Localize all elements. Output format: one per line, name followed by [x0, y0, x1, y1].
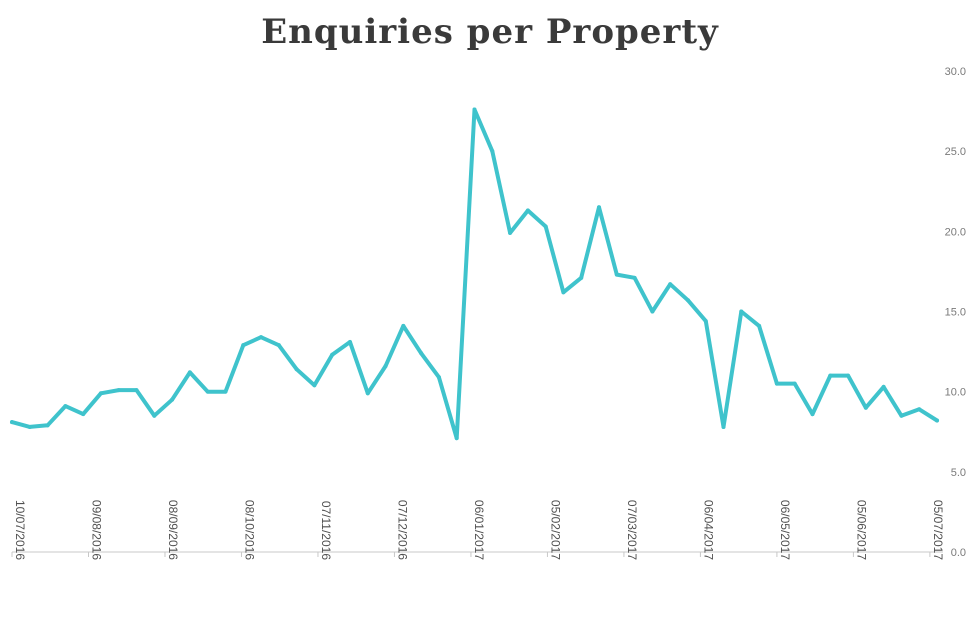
x-tick-label: 05/07/2017 — [931, 500, 945, 560]
data-point — [347, 339, 352, 344]
data-point — [863, 405, 868, 410]
data-point — [774, 381, 779, 386]
data-point — [650, 309, 655, 314]
data-point — [792, 381, 797, 386]
data-point — [454, 436, 459, 441]
y-tick-label: 5.0 — [951, 467, 966, 479]
data-point — [436, 375, 441, 380]
data-point — [757, 323, 762, 328]
data-point — [241, 343, 246, 348]
x-tick-label: 08/10/2016 — [242, 500, 256, 560]
data-point — [899, 413, 904, 418]
series-line — [10, 107, 939, 441]
data-point — [739, 309, 744, 314]
data-point — [152, 413, 157, 418]
x-tick-label: 06/05/2017 — [778, 500, 792, 560]
data-point — [614, 272, 619, 277]
data-point — [116, 388, 121, 393]
series-layer — [10, 107, 939, 441]
data-point — [294, 367, 299, 372]
data-point — [276, 343, 281, 348]
data-point — [543, 224, 548, 229]
data-point — [187, 370, 192, 375]
data-point — [917, 407, 922, 412]
y-tick-label: 20.0 — [945, 226, 966, 238]
y-tick-label: 25.0 — [945, 146, 966, 158]
data-point — [27, 424, 32, 429]
x-tick-label: 08/09/2016 — [166, 500, 180, 560]
data-point — [846, 373, 851, 378]
data-point — [632, 275, 637, 280]
data-point — [170, 397, 175, 402]
y-axis-tick-labels: 0.0 5.0 10.0 15.0 20.0 25.0 30.0 — [945, 66, 966, 559]
data-point — [98, 391, 103, 396]
x-axis-tick-labels: 10/07/2016 09/08/2016 08/09/2016 08/10/2016… — [13, 500, 945, 560]
data-point — [703, 319, 708, 324]
x-tick-label: 07/03/2017 — [625, 500, 639, 560]
data-point — [45, 423, 50, 428]
data-point — [365, 391, 370, 396]
data-point — [205, 389, 210, 394]
data-point — [259, 335, 264, 340]
x-tick-label: 05/02/2017 — [548, 500, 562, 560]
y-tick-label: 10.0 — [945, 387, 966, 399]
data-point — [330, 352, 335, 357]
data-point — [134, 388, 139, 393]
data-point — [597, 205, 602, 210]
data-point — [81, 412, 86, 417]
data-point — [668, 282, 673, 287]
chart-title: Enquiries per Property — [261, 12, 719, 52]
data-point — [685, 298, 690, 303]
data-point — [525, 208, 530, 213]
data-point — [561, 290, 566, 295]
data-point — [508, 230, 513, 235]
data-point — [881, 384, 886, 389]
data-point — [312, 383, 317, 388]
data-point — [490, 149, 495, 154]
x-tick-label: 05/06/2017 — [854, 500, 868, 560]
data-point — [472, 107, 477, 112]
x-tick-label: 06/04/2017 — [701, 500, 715, 560]
data-point — [935, 418, 939, 423]
axis-layer — [11, 551, 943, 557]
data-point — [721, 424, 726, 429]
data-point — [401, 323, 406, 328]
x-tick-label: 06/01/2017 — [472, 500, 486, 560]
data-point — [419, 351, 424, 356]
data-point — [10, 420, 14, 425]
data-point — [383, 364, 388, 369]
y-tick-label: 0.0 — [951, 547, 966, 559]
data-point — [223, 389, 228, 394]
data-point — [828, 373, 833, 378]
x-tick-label: 07/12/2016 — [395, 500, 409, 560]
data-point — [579, 275, 584, 280]
y-tick-label: 30.0 — [945, 66, 966, 78]
x-tick-label: 07/11/2016 — [319, 501, 333, 560]
y-tick-label: 15.0 — [945, 307, 966, 319]
x-tick-label: 10/07/2016 — [13, 500, 27, 560]
x-tick-label: 09/08/2016 — [89, 500, 103, 560]
data-point — [63, 404, 68, 409]
data-point — [810, 412, 815, 417]
